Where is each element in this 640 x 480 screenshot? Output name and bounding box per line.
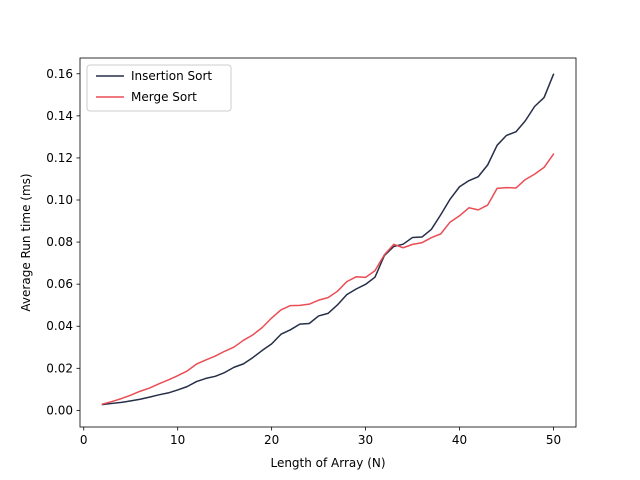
y-tick-label: 0.04 [46,319,73,333]
series-layer [101,73,555,406]
series-line-insertion-sort [101,73,555,406]
x-axis-label: Length of Array (N) [270,456,385,470]
y-axis-ticks: 0.00 0.02 0.04 0.06 0.08 0.10 0.12 0.14 0.16 [46,67,80,417]
y-tick-label: 0.10 [46,193,73,207]
y-tick-label: 0.16 [46,67,73,81]
legend: Insertion Sort Merge Sort [86,64,232,112]
series-line-merge-sort [101,153,555,405]
x-tick-label: 50 [546,433,561,447]
legend-label-merge-sort: Merge Sort [131,90,197,104]
y-tick-label: 0.06 [46,277,73,291]
legend-label-insertion-sort: Insertion Sort [131,69,212,83]
x-axis-ticks: 0 10 20 30 40 50 [80,427,561,447]
x-tick-label: 30 [358,433,373,447]
x-tick-label: 10 [170,433,185,447]
x-tick-label: 0 [80,433,88,447]
x-tick-label: 40 [452,433,467,447]
y-tick-label: 0.14 [46,109,73,123]
y-tick-label: 0.12 [46,151,73,165]
y-axis-label: Average Run time (ms) [19,173,33,311]
plot-frame [79,57,577,428]
plot-area [80,58,576,427]
y-tick-label: 0.00 [46,403,73,417]
y-tick-label: 0.08 [46,235,73,249]
y-tick-label: 0.02 [46,361,73,375]
x-tick-label: 20 [264,433,279,447]
